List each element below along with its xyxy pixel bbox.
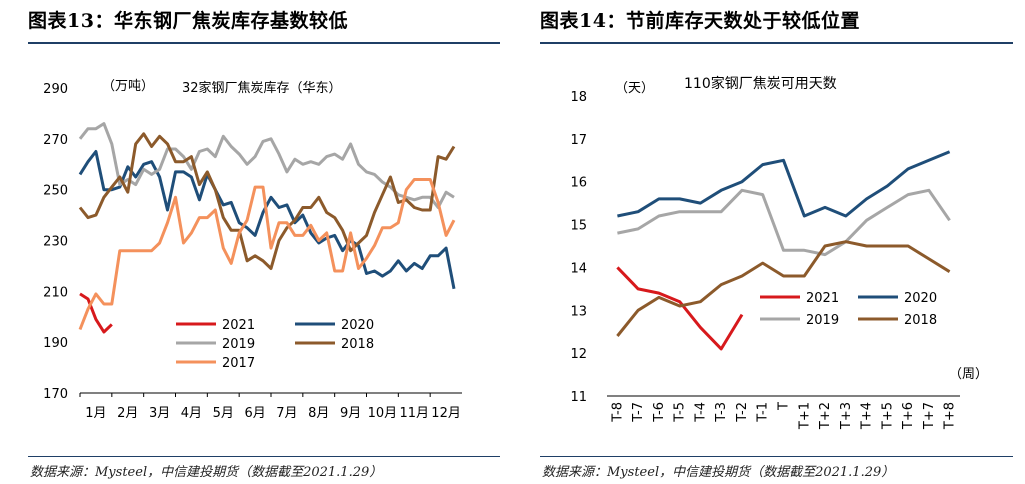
x-tick-label: 8月 bbox=[308, 406, 329, 421]
legend-label-2018: 2018 bbox=[904, 313, 937, 328]
y-tick-label: 230 bbox=[43, 235, 68, 250]
title-rule-left bbox=[28, 42, 500, 44]
chart-annotation-title: 32家钢厂焦炭库存（华东） bbox=[182, 80, 342, 96]
x-tick-label: T-3 bbox=[714, 402, 729, 423]
x-tick-label: T-6 bbox=[652, 402, 667, 423]
x-tick-label: T+6 bbox=[901, 402, 916, 430]
y-tick-label: 13 bbox=[570, 304, 587, 319]
chart-right-svg: 11 12 13 14 15 16 17 18 T-8 T-7 T-6 T-5 T-4 T-3 T-2 T-1… bbox=[570, 75, 988, 430]
legend-label-2019: 2019 bbox=[806, 313, 839, 328]
y-tick-label: 170 bbox=[43, 387, 68, 402]
series-line-2021 bbox=[616, 266, 744, 351]
source-note-left: 数据来源：Mysteel，中信建投期货（数据截至2021.1.29） bbox=[30, 465, 383, 480]
panel-right: 图表14：节前库存天数处于较低位置 11 12 13 14 15 16 17 18 T-8 T-7… bbox=[512, 0, 1025, 484]
x-tick-label: 2月 bbox=[117, 406, 138, 421]
x-tick-label: 9月 bbox=[340, 406, 361, 421]
x-axis-label: （周） bbox=[949, 367, 988, 382]
x-tick-label: T-8 bbox=[610, 402, 625, 423]
x-tick-label: 11月 bbox=[399, 406, 429, 421]
chart-right-plot: 11 12 13 14 15 16 17 18 T-8 T-7 T-6 T-5 T-4 T-3 T-2 T-1… bbox=[570, 75, 988, 430]
y-tick-label: 210 bbox=[43, 285, 68, 300]
y-tick-label: 270 bbox=[43, 133, 68, 148]
x-tick-label: 4月 bbox=[181, 406, 202, 421]
series-line-2019 bbox=[617, 188, 951, 257]
source-note-right: 数据来源：Mysteel，中信建投期货（数据截至2021.1.29） bbox=[542, 465, 895, 480]
legend-label-2017: 2017 bbox=[222, 356, 255, 371]
x-tick-label: T+8 bbox=[943, 402, 958, 430]
title-rule-right bbox=[540, 42, 1013, 44]
y-tick-label: 18 bbox=[570, 90, 587, 105]
x-tick-label: T+2 bbox=[818, 402, 833, 430]
y-tick-label: 17 bbox=[570, 133, 587, 148]
series-line-2017 bbox=[78, 178, 456, 331]
x-tick-label: T-7 bbox=[631, 402, 646, 423]
legend-label-2018: 2018 bbox=[341, 337, 374, 352]
y-tick-label: 12 bbox=[570, 347, 587, 362]
y-tick-label: 15 bbox=[570, 219, 587, 234]
series-line-2018 bbox=[616, 240, 951, 337]
source-rule-right bbox=[540, 456, 1013, 457]
x-tick-label: 10月 bbox=[368, 406, 398, 421]
y-tick-label: 14 bbox=[570, 261, 587, 276]
legend-label-2019: 2019 bbox=[222, 337, 255, 352]
y-axis-label: （天） bbox=[615, 81, 654, 96]
x-tick-label: 5月 bbox=[213, 406, 234, 421]
x-tick-label: T+4 bbox=[860, 402, 875, 430]
chart-left-plot: 170 190 210 230 250 270 290 1月 2月 3月 4月 5月 6月 7月 8月 9月 1… bbox=[43, 79, 462, 421]
x-tick-label: 3月 bbox=[149, 406, 170, 421]
chart-title-left: 图表13：华东钢厂焦炭库存基数较低 bbox=[28, 10, 348, 32]
legend-label-2021: 2021 bbox=[222, 318, 255, 333]
chart-title-right: 图表14：节前库存天数处于较低位置 bbox=[540, 10, 860, 32]
series-line-2019 bbox=[78, 122, 455, 209]
x-tick-label: T-2 bbox=[735, 402, 750, 423]
y-tick-label: 250 bbox=[43, 184, 68, 199]
y-tick-label: 11 bbox=[570, 390, 587, 405]
y-tick-label: 16 bbox=[570, 176, 587, 191]
legend-label-2020: 2020 bbox=[904, 291, 937, 306]
legend-label-2020: 2020 bbox=[341, 318, 374, 333]
x-tick-label: 12月 bbox=[431, 406, 461, 421]
x-tick-label: 6月 bbox=[244, 406, 265, 421]
chart-annotation-title: 110家钢厂焦炭可用天数 bbox=[684, 75, 837, 92]
x-tick-label: 7月 bbox=[276, 406, 297, 421]
x-tick-label: T+1 bbox=[797, 402, 812, 430]
x-tick-label: T bbox=[777, 402, 792, 411]
x-tick-label: T+3 bbox=[839, 402, 854, 430]
x-tick-label: T-4 bbox=[693, 402, 708, 423]
y-tick-label: 290 bbox=[43, 82, 68, 97]
x-tick-label: 1月 bbox=[85, 406, 106, 421]
series-line-2018 bbox=[78, 132, 456, 270]
x-tick-label: T+7 bbox=[922, 402, 937, 430]
source-rule-left bbox=[28, 456, 500, 457]
chart-left-svg: 170 190 210 230 250 270 290 1月 2月 3月 4月 5月 6月 7月 8月 9月 1… bbox=[43, 79, 462, 421]
series-line-2020 bbox=[78, 150, 456, 290]
y-tick-label: 190 bbox=[43, 336, 68, 351]
x-tick-label: T+5 bbox=[880, 402, 895, 430]
x-tick-label: T-1 bbox=[756, 402, 771, 423]
series-line-2021 bbox=[79, 292, 113, 334]
panel-left: 图表13：华东钢厂焦炭库存基数较低 170 190 210 230 250 270 290 1… bbox=[0, 0, 512, 484]
legend-label-2021: 2021 bbox=[806, 291, 839, 306]
series-line-2020 bbox=[617, 150, 951, 218]
y-axis-label: （万吨） bbox=[102, 79, 154, 94]
x-tick-label: T-5 bbox=[673, 402, 688, 423]
